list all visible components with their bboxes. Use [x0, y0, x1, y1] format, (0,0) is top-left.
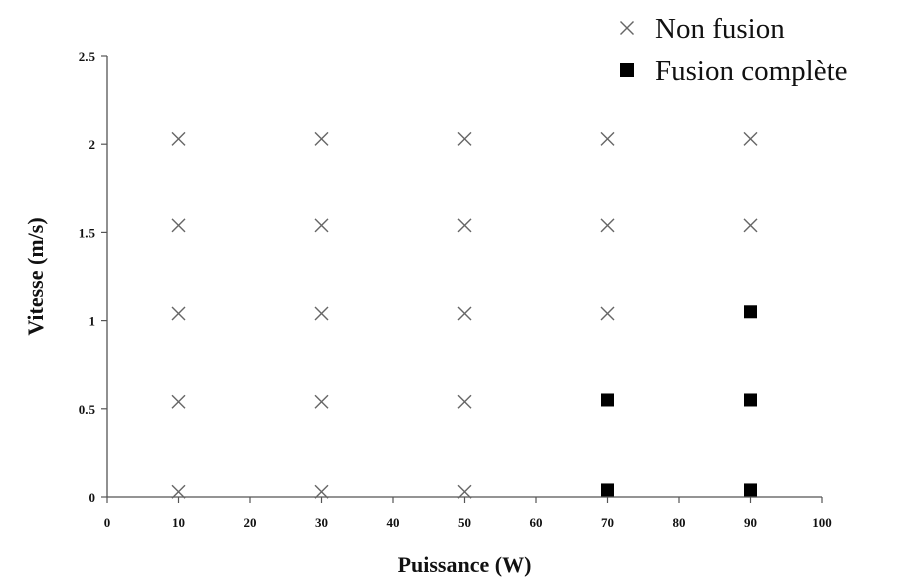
- y-tick-label: 1.5: [79, 225, 96, 240]
- x-tick-label: 70: [601, 515, 614, 530]
- x-axis-title: Puissance (W): [398, 552, 532, 577]
- x-tick-label: 10: [172, 515, 185, 530]
- non-fusion-point: [457, 306, 472, 321]
- non-fusion-point: [743, 131, 758, 146]
- legend-label-fusion-complete: Fusion complète: [655, 55, 848, 87]
- x-tick-label: 0: [104, 515, 111, 530]
- non-fusion-point: [457, 484, 472, 499]
- x-tick-label: 90: [744, 515, 757, 530]
- non-fusion-point: [457, 394, 472, 409]
- legend-item-non-fusion: Non fusion: [620, 13, 785, 45]
- y-axis-ticks: 0 0.5 1 1.5 2 2.5: [79, 49, 107, 505]
- x-tick-label: 40: [387, 515, 400, 530]
- fusion-complete-point: [601, 393, 614, 407]
- non-fusion-point: [314, 306, 329, 321]
- non-fusion-point: [171, 484, 186, 499]
- non-fusion-point: [600, 218, 615, 233]
- y-tick-label: 0: [89, 490, 96, 505]
- fusion-complete-point: [744, 305, 757, 319]
- y-tick-label: 2.5: [79, 49, 96, 64]
- non-fusion-point: [314, 484, 329, 499]
- fusion-complete-point: [744, 393, 757, 407]
- non-fusion-point: [457, 131, 472, 146]
- x-tick-label: 20: [244, 515, 257, 530]
- non-fusion-point: [600, 306, 615, 321]
- legend-marker-x: [620, 21, 634, 35]
- non-fusion-point: [171, 306, 186, 321]
- x-tick-label: 80: [673, 515, 686, 530]
- non-fusion-point: [743, 218, 758, 233]
- legend-item-fusion-complete: Fusion complète: [620, 55, 848, 87]
- y-tick-label: 0.5: [79, 402, 96, 417]
- y-axis-title: Vitesse (m/s): [23, 217, 48, 335]
- legend-square-icon: [620, 63, 634, 77]
- non-fusion-point: [314, 131, 329, 146]
- non-fusion-point: [457, 218, 472, 233]
- legend: Non fusion Fusion complète: [620, 13, 848, 87]
- data-points: [171, 131, 758, 499]
- x-tick-label: 60: [530, 515, 543, 530]
- non-fusion-point: [171, 394, 186, 409]
- x-tick-label: 100: [812, 515, 832, 530]
- legend-label-non-fusion: Non fusion: [655, 13, 785, 45]
- x-tick-label: 50: [458, 515, 471, 530]
- non-fusion-point: [171, 131, 186, 146]
- non-fusion-point: [314, 394, 329, 409]
- y-tick-label: 2: [89, 137, 96, 152]
- non-fusion-point: [171, 218, 186, 233]
- y-tick-label: 1: [89, 314, 96, 329]
- non-fusion-point: [314, 218, 329, 233]
- x-tick-label: 30: [315, 515, 328, 530]
- fusion-complete-point: [601, 483, 614, 497]
- series-1: [601, 305, 757, 497]
- x-axis-ticks: 0 10 20 30 40 50 60 70 80 90 100: [104, 497, 832, 530]
- legend-x-icon: [620, 21, 634, 35]
- non-fusion-point: [600, 131, 615, 146]
- series-0: [171, 131, 758, 499]
- fusion-complete-point: [744, 483, 757, 497]
- legend-marker-square: [620, 63, 634, 77]
- axes: [106, 56, 822, 498]
